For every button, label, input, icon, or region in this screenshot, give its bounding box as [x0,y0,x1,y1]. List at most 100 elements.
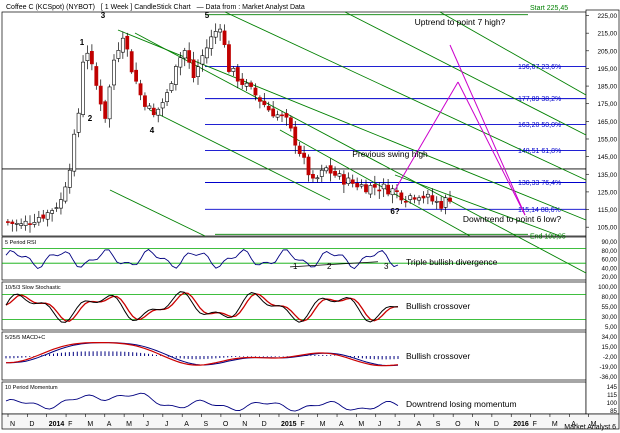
start-label: Start 225,45 [530,5,568,12]
rsi-divergence-label: 2 [327,262,332,271]
rsi-divergence-label: 3 [384,262,389,271]
stochastic-tick-label: 55,00 [602,304,618,311]
candle-body [23,220,28,226]
momentum-tick-label: 100 [607,400,618,407]
candle-body [434,200,439,203]
rsi-divergence-line [289,261,379,268]
macd-tick-label: -2,00 [603,354,618,361]
swing-annotation: Previous swing high [352,149,428,159]
candle-body [138,83,143,96]
fib-label: 163,20 50,0% [518,122,561,129]
svg-text:Coffee C (KCSpot) (NYBOT): Coffee C (KCSpot) (NYBOT) [ 1 Week ] Can… [6,4,305,11]
x-tick-label: J [165,421,169,428]
price-tick-label: 205,00 [597,48,617,55]
candle-body [297,145,302,155]
candle-body [319,169,324,177]
x-tick-label: D [262,421,267,428]
x-tick-label: J [397,421,401,428]
candle-body [85,52,90,62]
wave-label: 2 [88,114,93,123]
candle-body [372,184,377,188]
candle-body [253,87,258,96]
candle-body [125,35,130,50]
candle-body [399,192,404,201]
candle-body [302,152,307,158]
price-tick-label: 225,00 [597,13,617,20]
projection-lines [394,44,526,216]
candle-body [72,133,77,172]
candle-body [439,200,444,209]
candle-body [244,82,249,87]
chart-source: — Data from : Market Analyst Data [197,4,305,11]
x-tick-label: M [87,421,93,428]
candle-body [306,156,311,176]
macd-annotation: Bullish crossover [406,351,470,361]
candle-body [249,82,253,87]
candle-body [32,222,37,225]
candle-body [5,221,10,223]
x-tick-label: M [126,421,132,428]
candle-body [14,222,19,225]
y-axes: 105,00 115,00 125,00 135,00 145,00 155,00 165,… [586,13,618,415]
channel-line [394,174,561,237]
pane-frame-mom [1,381,587,415]
pane-frame-stoch [1,281,587,331]
candle-body [156,108,161,116]
stochastic-k-line [5,291,399,323]
stochastic-tick-label: 30,00 [602,314,618,321]
x-tick-label: J [378,421,382,428]
candle-body [169,83,174,91]
x-tick-label: N [10,421,15,428]
x-tick-label: F [300,421,304,428]
rsi-tick-label: 40,00 [602,265,618,272]
candle-body [218,28,223,33]
momentum-title: 10 Period Momentum [5,385,58,391]
x-tick-label: M [320,421,326,428]
candle-body [288,117,293,129]
downtrend-annotation: Downtrend to point 6 low? [463,214,562,224]
stochastic-title: 10/5/3 Slow Stochastic [5,285,61,291]
momentum-tick-label: 85 [610,408,617,415]
rsi-tick-label: 20,00 [602,274,618,281]
rsi-title: 5 Period RSI [5,240,37,246]
pane-frame-price [1,11,587,237]
candle-body [54,207,59,209]
candle-body [81,61,85,115]
rsi-divergence-label: 1 [293,262,298,271]
price-tick-label: 135,00 [597,172,617,179]
wave-label: 3 [101,11,106,20]
wave-label: 1 [80,38,85,47]
candle-body [19,223,24,226]
candle-body [200,55,205,65]
candle-body [417,197,421,201]
rsi-line [5,248,399,270]
stochastic-tick-label: 100,00 [598,284,617,291]
projection-down-line [457,81,526,216]
x-tick-label: O [223,421,229,428]
candle-body [280,114,284,117]
branding-label: Market Analyst 6 [564,424,616,431]
candle-body [425,193,430,198]
candle-body [173,66,178,85]
channel-line [117,29,587,221]
channel-line [344,11,587,136]
candle-body [151,107,156,116]
candle-body [346,177,351,185]
price-tick-label: 155,00 [597,136,617,143]
price-tick-label: 165,00 [597,119,617,126]
candle-body [116,50,121,59]
candle-body [28,223,32,225]
candle-body [112,59,116,86]
channel-line [109,189,206,237]
end-label: End 100,95 [530,233,566,240]
candle-body [147,105,152,109]
candle-body [120,37,125,53]
momentum-annotation: Downtrend losing momentum [406,399,517,409]
price-tick-label: 145,00 [597,154,617,161]
x-tick-label: 2014 [49,421,65,428]
fib-label: 196,07 23,6% [518,64,561,71]
uptrend-annotation: Uptrend to point 7 high? [415,17,506,27]
candle-body [341,174,346,185]
channel-line [224,11,587,181]
